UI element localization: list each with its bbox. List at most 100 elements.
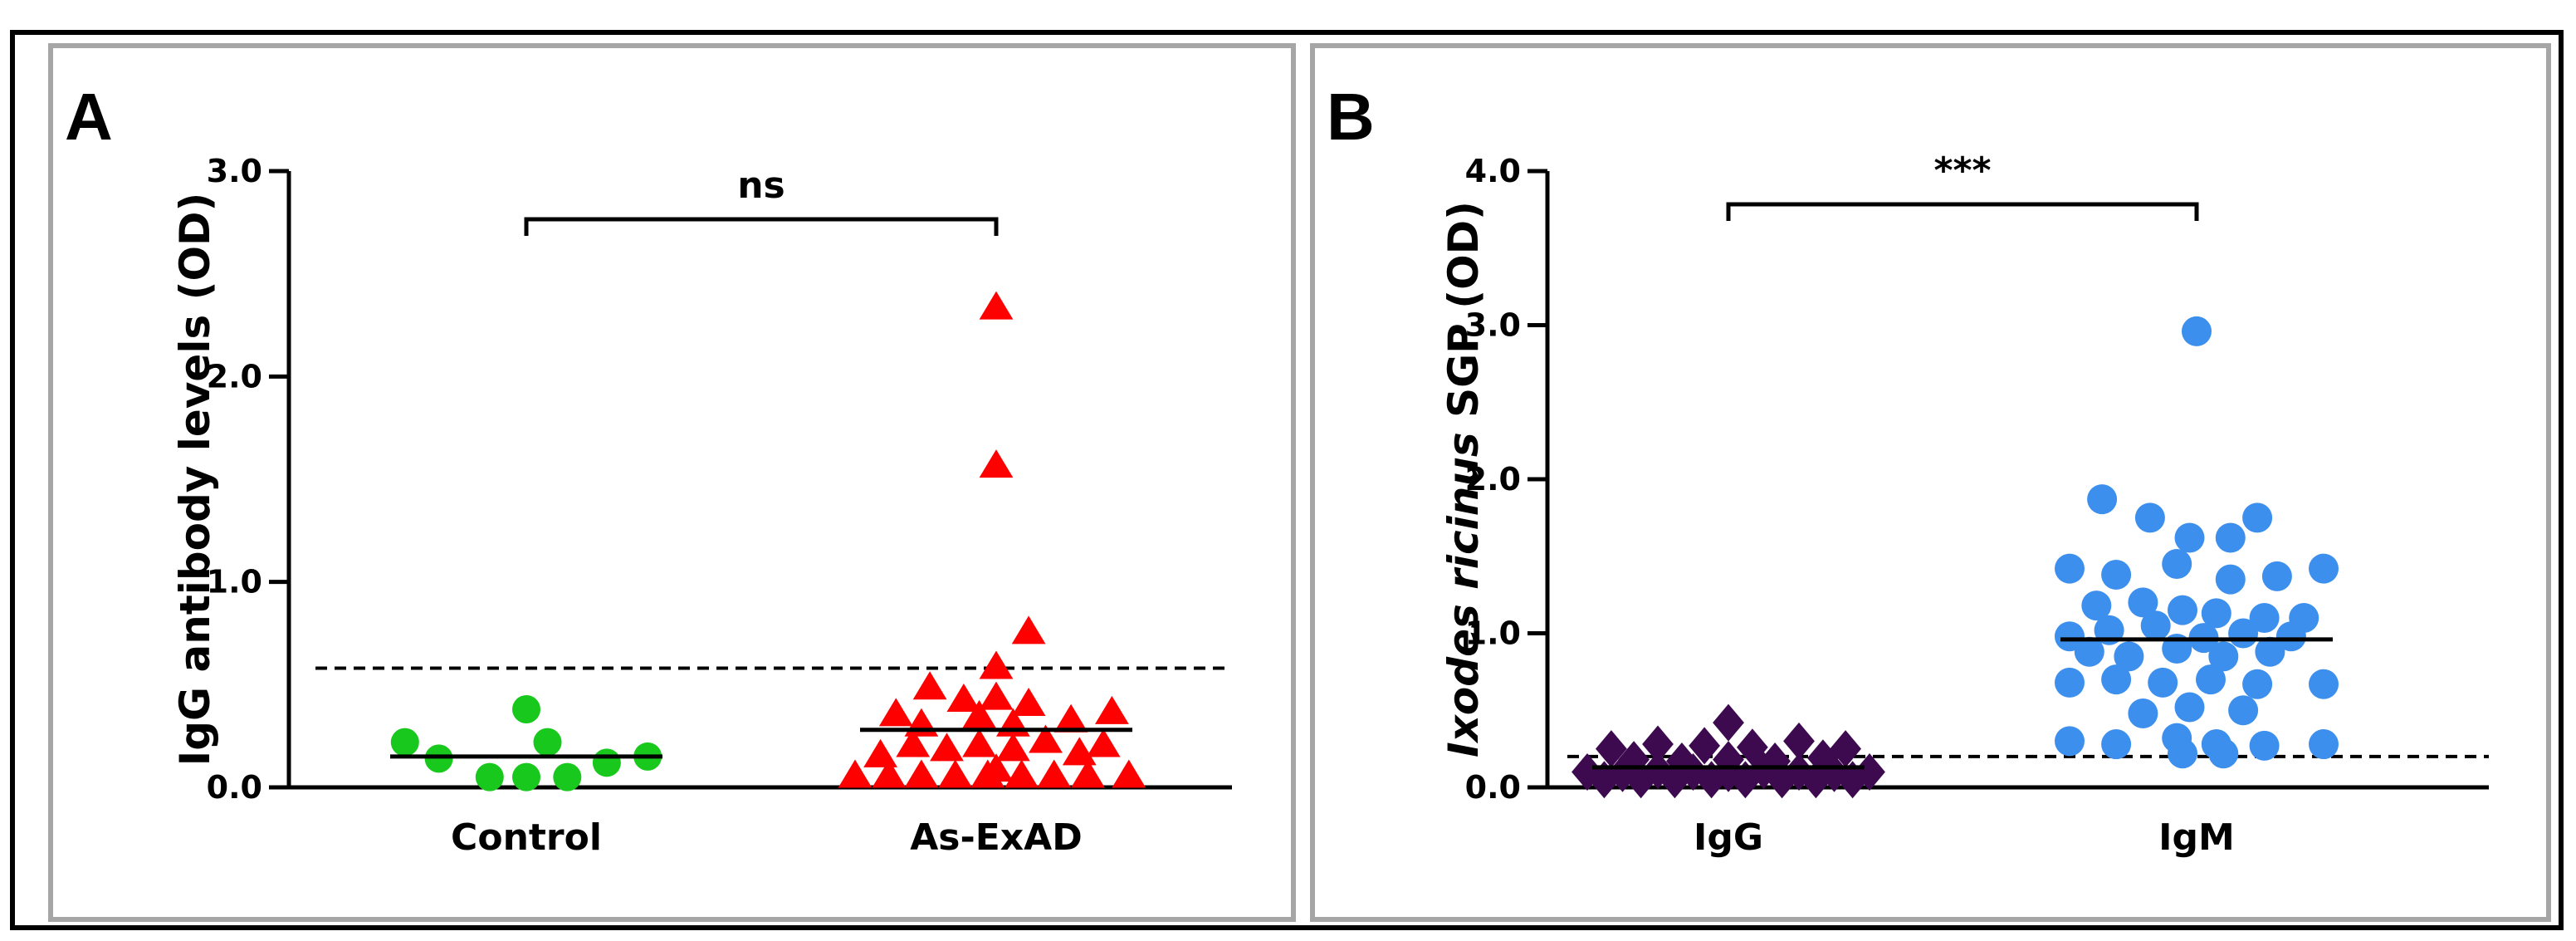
point-igm-42 [2249, 730, 2280, 761]
point-as-exad-23 [872, 759, 907, 788]
point-igm-2 [2134, 502, 2165, 533]
point-control-5 [533, 728, 562, 757]
point-igm-8 [2162, 549, 2192, 580]
point-igg-2 [1783, 722, 1815, 760]
point-igm-30 [2101, 664, 2132, 695]
point-igm-38 [2055, 726, 2085, 757]
chart-b: B 0.0 1.0 2.0 3.0 4.0 Ixodes ricinus SGP (OD… [1327, 80, 2489, 859]
point-as-exad-5 [946, 684, 981, 713]
point-igm-4 [2174, 522, 2205, 553]
significance-bracket [1726, 202, 2199, 221]
point-igm-9 [2215, 564, 2246, 595]
point-igm-11 [2309, 553, 2339, 584]
point-igg-12 [1572, 752, 1603, 791]
point-as-exad-18 [996, 733, 1030, 762]
point-control-3 [512, 695, 540, 724]
chart-a: A 0.01.02.03.0 IgG antibody levels (OD) … [65, 80, 1232, 859]
y-tick-label-3: 3.0 [207, 153, 262, 189]
panel-a: A 0.0 1.0 2.0 3.0 IgG antibody levels (OD) … [48, 43, 1296, 922]
point-control-2 [475, 762, 504, 792]
point-as-exad-20 [1062, 737, 1097, 766]
point-control-7 [592, 748, 621, 777]
y-axis-a: 0.0 1.0 2.0 3.0 [207, 153, 291, 806]
y-axis-title-italic-b: Ixodes ricinus [1440, 432, 1488, 757]
plot-area-b [1547, 202, 2489, 799]
point-control-4 [512, 762, 540, 792]
point-igm-28 [2255, 636, 2285, 667]
point-as-exad-27 [1004, 759, 1039, 788]
panel-a-label: A [65, 80, 113, 154]
point-igm-7 [2101, 560, 2132, 591]
plot-area-a [289, 217, 1232, 792]
point-igm-5 [2215, 522, 2246, 553]
point-as-exad-25 [938, 759, 973, 788]
point-igm-29 [2055, 667, 2085, 698]
y-tick-label-1: 1.0 [207, 564, 262, 600]
point-igm-35 [2128, 698, 2158, 728]
point-as-exad-24 [904, 759, 939, 788]
point-igg-1 [1642, 725, 1674, 763]
point-as-exad-30 [1112, 759, 1146, 788]
panel-b-label: B [1327, 80, 1375, 154]
point-igm-36 [2174, 692, 2205, 723]
y-tick-label-2: 2.0 [1465, 461, 1521, 497]
x-label-control: Control [451, 816, 602, 859]
point-igm-45 [2208, 738, 2239, 769]
point-igm-20 [2140, 610, 2171, 641]
series-igm [2055, 316, 2339, 769]
y-axis-title-a: IgG antibody levels (OD) [171, 193, 219, 767]
point-igm-25 [2114, 641, 2144, 672]
point-as-exad-2 [1011, 615, 1046, 644]
point-igm-13 [2128, 587, 2158, 618]
y-axis-title-main-b: SGP (OD) [1440, 201, 1488, 418]
point-as-exad-1 [979, 449, 1014, 478]
point-igm-32 [2196, 664, 2226, 695]
significance-bracket [524, 217, 999, 236]
point-igm-3 [2242, 502, 2273, 533]
figure-frame [10, 30, 2564, 930]
point-igm-39 [2101, 729, 2132, 760]
point-as-exad-17 [962, 728, 996, 757]
point-as-exad-7 [1011, 687, 1046, 716]
point-igg-13 [1606, 754, 1639, 792]
y-tick-label-4: 4.0 [1465, 153, 1521, 189]
point-as-exad-19 [1029, 724, 1063, 753]
significance-label-a: ns [737, 164, 785, 207]
point-igm-10 [2261, 561, 2292, 591]
series-control [390, 695, 662, 792]
point-as-exad-22 [838, 759, 873, 788]
series-as-exad [838, 291, 1146, 788]
x-label-as-exad: As-ExAD [910, 816, 1083, 859]
point-control-0 [390, 728, 419, 757]
y-tick-label-3: 3.0 [1465, 307, 1521, 344]
point-igm-44 [2168, 738, 2197, 769]
x-axis-labels-a: Control As-ExAD [451, 816, 1083, 859]
y-tick-label-2: 2.0 [207, 358, 262, 395]
point-as-exad-10 [962, 699, 996, 728]
point-igm-31 [2148, 667, 2178, 698]
point-igg-14 [1642, 752, 1674, 790]
point-as-exad-16 [930, 733, 964, 762]
point-igg-0 [1713, 703, 1744, 742]
point-as-exad-29 [1071, 759, 1105, 788]
point-as-exad-14 [863, 738, 897, 767]
y-axis-title-main-a: IgG antibody levels (OD) [171, 193, 219, 767]
point-as-exad-31 [979, 753, 1014, 782]
point-igm-22 [2228, 618, 2259, 649]
point-as-exad-8 [878, 698, 913, 727]
point-as-exad-21 [1086, 728, 1121, 757]
point-igm-27 [2208, 641, 2239, 672]
significance-label-b: *** [1933, 149, 1991, 192]
point-igm-12 [2081, 591, 2112, 621]
y-tick-label-1: 1.0 [1465, 615, 1521, 652]
point-igm-43 [2309, 729, 2339, 760]
point-igm-23 [2275, 621, 2306, 652]
point-as-exad-6 [979, 681, 1014, 710]
y-axis-title-b: Ixodes ricinus SGP (OD) [1440, 201, 1488, 757]
point-control-6 [553, 762, 582, 792]
point-as-exad-3 [979, 650, 1014, 679]
x-label-igm: IgM [2158, 816, 2235, 859]
point-igm-15 [2201, 598, 2231, 629]
point-as-exad-4 [912, 671, 947, 700]
y-tick-label-0: 0.0 [207, 769, 262, 806]
